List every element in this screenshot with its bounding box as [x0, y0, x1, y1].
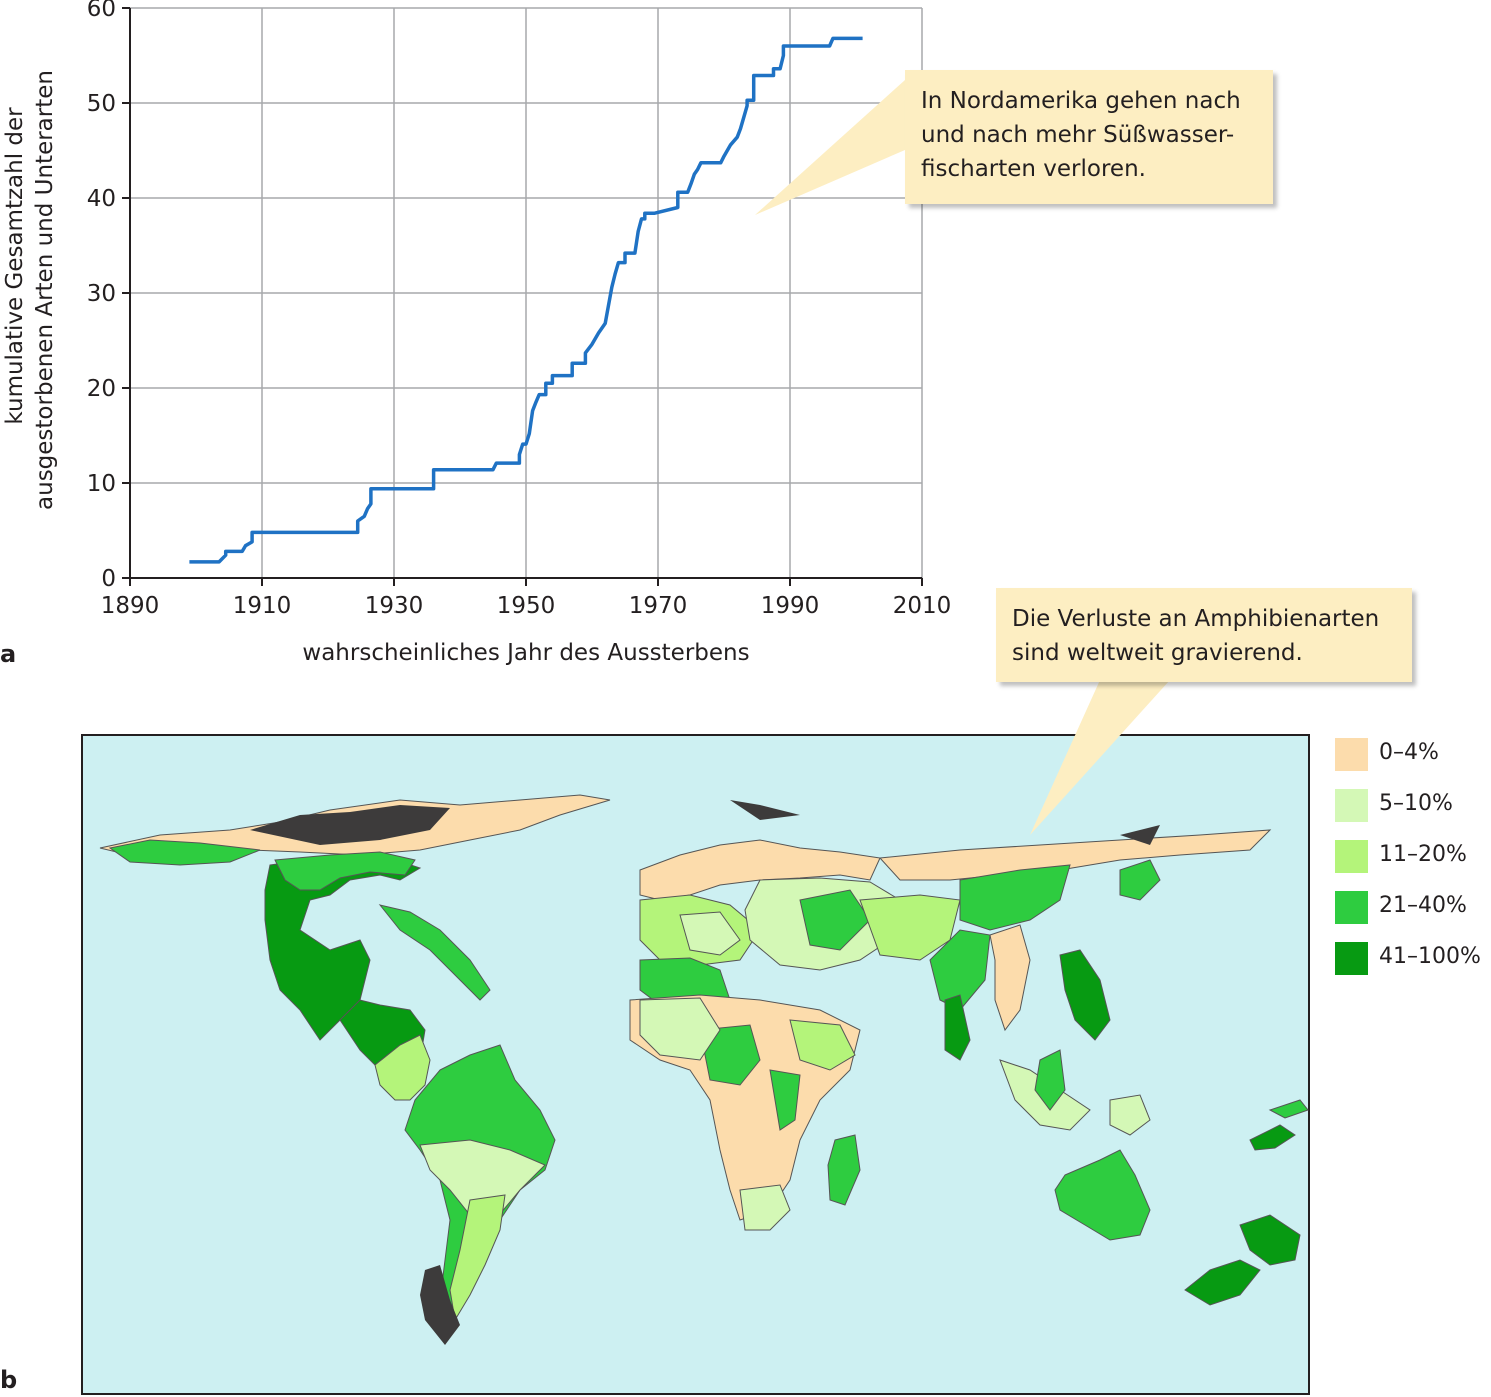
map-region-sri-lanka [944, 994, 971, 1061]
map-region-far-east-nodata [1120, 825, 1160, 845]
y-axis-label-line-2: ausgestorbenen Arten und Unterarten [32, 70, 58, 510]
legend-swatch [1335, 891, 1368, 924]
map-region-caribbean [378, 904, 491, 1001]
x-tick-label: 1990 [761, 593, 820, 619]
map-region-usa [264, 854, 422, 1041]
legend-swatch [1335, 738, 1368, 771]
callout-a-line-2: und nach mehr Süßwasser- [921, 122, 1235, 148]
map-region-philippines [1059, 949, 1111, 1041]
series-line-cumulative-extinctions [189, 36, 863, 564]
map-region-svalbard-nodata [730, 800, 800, 820]
y-tick-label: 40 [87, 186, 116, 212]
legend-label: 11–20% [1379, 842, 1467, 867]
map-region-india [929, 929, 991, 1011]
map-region-arctic-nodata [250, 805, 450, 845]
map-region-south-america-central [419, 1139, 546, 1221]
map-region-africa-east [789, 1019, 856, 1071]
map-region-argentina [449, 1194, 506, 1322]
map-region-africa-west [639, 997, 721, 1061]
callout-a-line-3: fischarten verloren. [921, 156, 1146, 182]
legend-swatch [1335, 789, 1368, 822]
map-region-japan [1119, 859, 1161, 901]
legend-swatch [1335, 840, 1368, 873]
x-tick-label: 1930 [365, 593, 424, 619]
x-tick-label: 2010 [893, 593, 952, 619]
x-axis-label: wahrscheinliches Jahr des Aussterbens [302, 640, 749, 666]
legend-swatch [1335, 942, 1368, 975]
legend-label: 21–40% [1379, 893, 1467, 918]
line-chart-extinct-fish: 1890 1910 1930 1950 1970 1990 2010 0 10 20 30 40 50 6… [2, 0, 951, 666]
map-region-canada [274, 851, 416, 891]
map-region-new-guinea [1249, 1124, 1296, 1151]
map-region-caspian [799, 889, 871, 951]
callout-pointer-a [755, 80, 905, 215]
x-tick-label: 1970 [629, 593, 688, 619]
y-tick-label: 20 [87, 376, 116, 402]
y-tick-label: 30 [87, 281, 116, 307]
map-region-siberia [878, 829, 1272, 881]
y-tick-label: 10 [87, 471, 116, 497]
chart-ticks: 1890 1910 1930 1950 1970 1990 2010 0 10 20 30 40 50 6… [87, 0, 952, 619]
y-tick-label: 0 [101, 566, 116, 592]
map-region-patagonia-nodata [420, 1265, 460, 1345]
map-region-madagascar [827, 1134, 861, 1206]
callout-amphibians: Die Verluste an Amphibienarten sind welt… [996, 588, 1412, 682]
map-region-europe-central [679, 911, 741, 956]
callout-a-line-1: In Nordamerika gehen nach [921, 88, 1241, 114]
map-region-new-zealand-north [1239, 1214, 1301, 1266]
x-tick-label: 1910 [233, 593, 292, 619]
y-tick-label: 60 [87, 0, 116, 22]
callout-north-america: In Nordamerika gehen nach und nach mehr … [905, 70, 1273, 204]
panel-letter-b: b [0, 1366, 18, 1394]
map-region-central-america [374, 1034, 431, 1101]
world-map-amphibian-loss [81, 734, 1310, 1395]
map-region-china [959, 864, 1071, 931]
map-region-sulawesi [1109, 1094, 1151, 1136]
panel-letter-a: a [0, 640, 17, 668]
x-tick-label: 1950 [497, 593, 556, 619]
y-tick-label: 50 [87, 91, 116, 117]
map-region-alaska [108, 839, 261, 866]
chart-grid [130, 7, 923, 578]
map-region-borneo [1034, 1049, 1066, 1111]
y-axis-label-line-1: kumulative Gesamtzahl der [2, 107, 28, 425]
map-region-new-zealand-south [1184, 1259, 1261, 1306]
legend-label: 41–100% [1379, 944, 1481, 969]
map-region-pacific-islands [1268, 1099, 1309, 1119]
legend-label: 5–10% [1379, 791, 1453, 816]
callout-pointer-b [1030, 680, 1170, 835]
map-region-africa-great-lakes [769, 1069, 801, 1131]
legend-label: 0–4% [1379, 740, 1439, 765]
chart-series [189, 36, 863, 564]
callout-b-line-2: sind weltweit gravierend. [1012, 640, 1303, 666]
x-tick-label: 1890 [101, 593, 160, 619]
map-region-africa-west-central [699, 1024, 761, 1086]
map-region-australia [1054, 1149, 1151, 1241]
callout-b-line-1: Die Verluste an Amphibienarten [1012, 606, 1380, 632]
map-region-southeast-asia [989, 924, 1031, 1032]
map-region-south-africa [739, 1184, 791, 1231]
